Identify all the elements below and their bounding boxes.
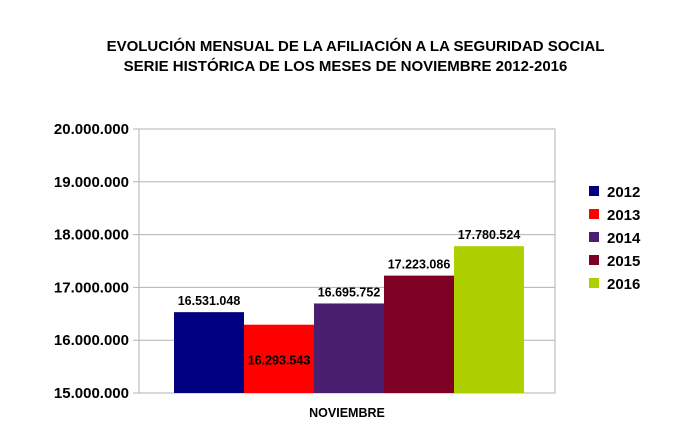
legend-label-2014: 2014	[607, 230, 641, 247]
data-label-2013: 16.293.543	[248, 354, 311, 368]
legend-label-2013: 2013	[607, 207, 640, 224]
bar-2013	[244, 324, 314, 393]
legend-swatch-2015	[589, 255, 599, 265]
legend-swatch-2014	[589, 232, 599, 242]
legend-swatch-2016	[589, 278, 599, 288]
y-tick-label: 15.000.000	[54, 385, 129, 402]
bar-2012	[174, 312, 244, 393]
chart-title: EVOLUCIÓN MENSUAL DE LA AFILIACIÓN A LA …	[106, 38, 605, 55]
data-label-2016: 17.780.524	[458, 228, 521, 242]
y-tick-label: 20.000.000	[54, 121, 129, 138]
legend-swatch-2013	[589, 209, 599, 219]
bar-2016	[454, 246, 524, 393]
legend-label-2015: 2015	[607, 253, 640, 270]
chart-subtitle: SERIE HISTÓRICA DE LOS MESES DE NOVIEMBR…	[123, 58, 568, 75]
legend-label-2016: 2016	[607, 276, 640, 293]
y-tick-label: 19.000.000	[54, 174, 129, 191]
data-label-2012: 16.531.048	[178, 294, 241, 308]
data-label-2014: 16.695.752	[318, 285, 381, 299]
bar-2015	[384, 275, 454, 393]
x-category-label: NOVIEMBRE	[309, 406, 385, 420]
legend-swatch-2012	[589, 186, 599, 196]
y-tick-label: 17.000.000	[54, 279, 129, 296]
y-tick-label: 16.000.000	[54, 332, 129, 349]
bar-2014	[314, 303, 384, 393]
data-label-2015: 17.223.086	[388, 258, 451, 272]
y-tick-label: 18.000.000	[54, 227, 129, 244]
legend-label-2012: 2012	[607, 184, 640, 201]
